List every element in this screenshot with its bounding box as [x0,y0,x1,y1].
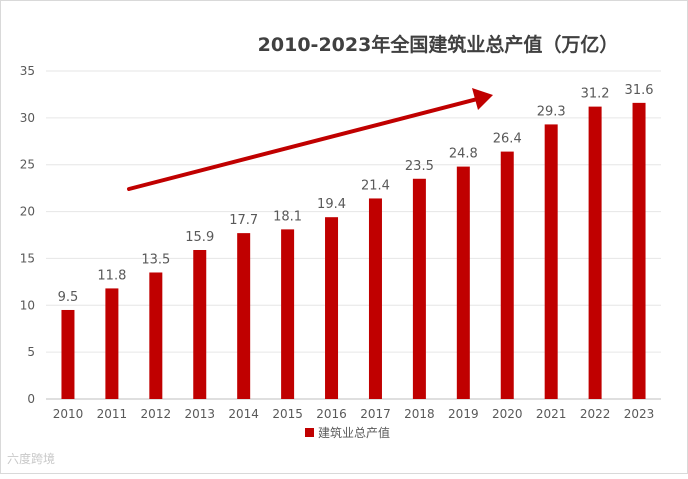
x-tick-label: 2010 [53,407,84,421]
x-tick-label: 2011 [97,407,128,421]
bar [281,229,295,399]
x-tick-label: 2018 [404,407,435,421]
y-axis-ticks: 0 5 10 15 20 25 30 35 [20,64,35,406]
data-label: 31.6 [625,83,654,98]
data-label: 15.9 [185,230,214,245]
x-tick-label: 2020 [492,407,523,421]
x-tick-label: 2013 [184,407,215,421]
data-label: 24.8 [449,147,478,162]
bar [325,217,339,399]
bar [544,124,558,399]
data-label: 29.3 [537,104,566,119]
bar [368,198,382,399]
x-tick-label: 2022 [580,407,611,421]
bar [61,309,75,399]
y-tick-label: 20 [20,205,35,219]
trend-arrow [127,88,493,191]
bar [456,166,470,399]
bar [193,249,207,399]
x-tick-label: 2016 [316,407,347,421]
bar [149,272,163,399]
data-label: 9.5 [58,290,79,305]
x-tick-label: 2019 [448,407,479,421]
x-tick-label: 2023 [624,407,655,421]
trend-arrow-head [472,88,493,110]
x-tick-label: 2014 [228,407,259,421]
y-tick-label: 30 [20,111,35,125]
data-label: 23.5 [405,159,434,174]
data-label: 21.4 [361,178,390,193]
x-axis-ticks: 2010 2011 2012 2013 2014 2015 2016 2017 2018 2019… [53,407,655,421]
x-tick-label: 2015 [272,407,303,421]
data-label: 26.4 [493,132,522,147]
bar [500,151,514,399]
y-tick-label: 15 [20,251,35,265]
y-tick-label: 5 [27,345,35,359]
data-labels: 9.5 11.8 13.5 15.9 17.7 18.1 19.4 21.4 23.5 24.8 2… [58,83,654,305]
data-label: 11.8 [97,268,126,283]
chart-title: 2010-2023年全国建筑业总产值（万亿） [258,33,619,56]
legend-swatch [305,428,314,437]
data-label: 13.5 [141,252,170,267]
legend: 建筑业总产值 [305,425,390,440]
x-tick-label: 2012 [141,407,172,421]
y-tick-label: 35 [20,64,35,78]
trend-arrow-shaft [127,96,481,191]
bars [61,102,646,400]
bar [412,178,426,399]
legend-label: 建筑业总产值 [318,425,390,440]
x-tick-label: 2021 [536,407,567,421]
y-tick-label: 10 [20,298,35,312]
bar [632,102,646,399]
data-label: 31.2 [581,87,610,102]
bar [237,233,251,399]
bar [105,288,119,399]
x-tick-label: 2017 [360,407,391,421]
y-tick-label: 0 [27,392,35,406]
y-tick-label: 25 [20,158,35,172]
watermark: 六度跨境 [7,452,56,466]
gridlines [46,70,661,400]
data-label: 19.4 [317,197,346,212]
data-label: 18.1 [273,209,302,224]
bar [588,106,602,400]
data-label: 17.7 [229,213,258,228]
